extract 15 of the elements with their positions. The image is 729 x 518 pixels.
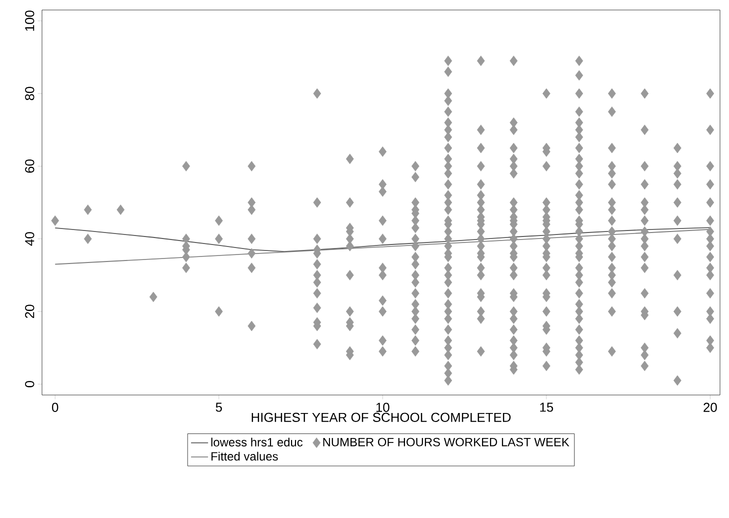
legend-label: Fitted values xyxy=(211,452,278,461)
y-tick-label: 0 xyxy=(25,381,34,388)
x-tick-label: 15 xyxy=(540,402,554,412)
y-tick-label: 100 xyxy=(25,10,34,31)
x-tick-label: 10 xyxy=(376,402,390,412)
x-axis-title: HIGHEST YEAR OF SCHOOL COMPLETED xyxy=(252,412,511,422)
legend-label: NUMBER OF HOURS WORKED LAST WEEK xyxy=(323,438,570,446)
y-tick-label: 80 xyxy=(25,86,34,100)
x-tick-label: 5 xyxy=(216,402,222,412)
y-tick-label: 60 xyxy=(25,159,34,173)
legend-label: lowess hrs1 educ xyxy=(211,438,303,446)
x-tick-label: 0 xyxy=(52,402,58,412)
y-tick-label: 20 xyxy=(25,304,34,318)
x-tick-label: 20 xyxy=(704,402,717,412)
y-tick-label: 40 xyxy=(25,232,34,246)
